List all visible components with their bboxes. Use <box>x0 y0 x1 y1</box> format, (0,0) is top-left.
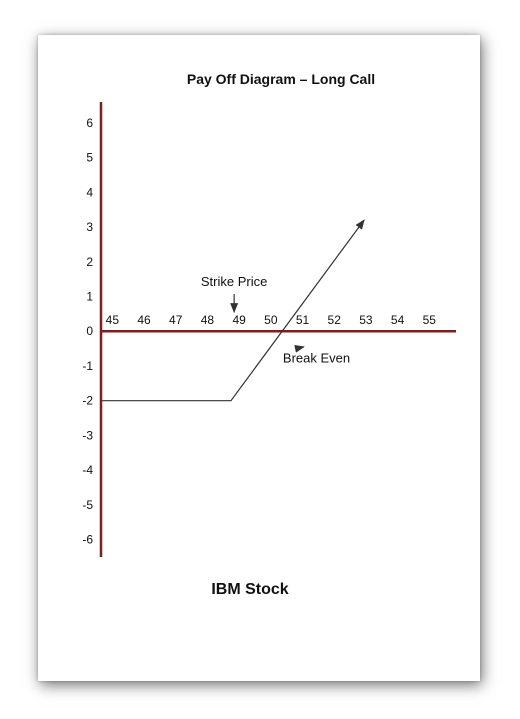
break-even-annotation-label: Break Even <box>283 350 350 365</box>
payoff-line <box>101 219 365 402</box>
y-tick-label: -3 <box>82 428 93 442</box>
x-tick-label: 46 <box>137 313 151 327</box>
annotations: Strike Price Break Even <box>201 274 350 365</box>
x-tick-label: 45 <box>106 313 120 327</box>
y-tick-label: 2 <box>86 255 93 269</box>
y-tick-label: -2 <box>82 394 93 408</box>
y-tick-label: 1 <box>86 290 93 304</box>
chart-title: Pay Off Diagram – Long Call <box>187 71 375 87</box>
x-tick-label: 48 <box>201 313 215 327</box>
chart-card: Pay Off Diagram – Long Call 6 5 4 3 2 1 0 -1 -2-… <box>38 35 480 681</box>
x-axis-label: IBM Stock <box>211 581 288 598</box>
x-tick-label: 49 <box>232 313 246 327</box>
y-tick-label: -4 <box>82 463 93 477</box>
y-tick-label: 4 <box>86 185 93 199</box>
y-tick-label: -1 <box>82 359 93 373</box>
x-tick-label: 52 <box>328 313 342 327</box>
y-tick-label: 5 <box>86 151 93 165</box>
x-tick-label: 47 <box>169 313 183 327</box>
break-even-annotation-arrow <box>294 344 305 353</box>
strike-price-annotation-label: Strike Price <box>201 274 267 289</box>
x-tick-label: 53 <box>359 313 373 327</box>
y-tick-label: 3 <box>86 220 93 234</box>
x-tick-label: 55 <box>423 313 437 327</box>
y-tick-label: 0 <box>86 324 93 338</box>
y-tick-labels: 6 5 4 3 2 1 0 -1 -2 -3 -4 -5 -6 <box>82 116 93 547</box>
x-tick-label: 51 <box>296 313 310 327</box>
x-tick-label: 50 <box>264 313 278 327</box>
y-tick-label: -5 <box>82 498 93 512</box>
y-tick-label: 6 <box>86 116 93 130</box>
x-tick-labels: 45 46 47 48 49 50 51 52 53 54 55 <box>106 313 437 327</box>
x-tick-label: 54 <box>391 313 405 327</box>
y-tick-label: -6 <box>82 533 93 547</box>
payoff-chart: Pay Off Diagram – Long Call 6543210-1-2-… <box>82 71 456 598</box>
